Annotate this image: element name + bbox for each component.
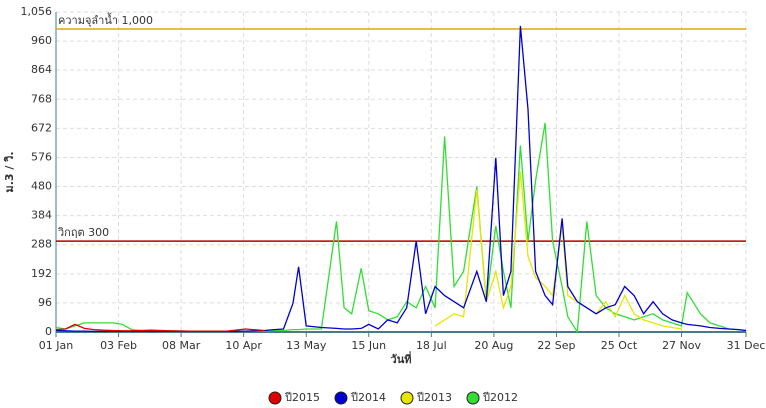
x-tick-label: 15 Jun — [351, 339, 386, 352]
reference-label: ความจุลำน้ำ 1,000 — [58, 12, 153, 27]
y-tick-label: 0 — [45, 325, 52, 338]
y-tick-label: 768 — [31, 92, 52, 105]
legend-label: ปี2014 — [350, 391, 386, 404]
y-tick-label: 384 — [31, 209, 52, 222]
x-tick-label: 25 Oct — [601, 339, 638, 352]
x-tick-label: 27 Nov — [662, 339, 701, 352]
legend-item[interactable]: ปี2015 — [268, 391, 320, 405]
x-tick-label: 01 Jan — [39, 339, 73, 352]
y-tick-label: 96 — [38, 296, 52, 309]
x-axis-label: วันที่ — [391, 351, 412, 366]
y-tick-label: 1,056 — [21, 5, 53, 18]
y-tick-label: 864 — [31, 63, 52, 76]
series-line — [55, 323, 265, 332]
reference-label: วิกฤต 300 — [57, 226, 109, 239]
x-tick-label: 31 Dec — [727, 339, 766, 352]
x-tick-label: 22 Sep — [537, 339, 575, 352]
legend-label: ปี2015 — [284, 391, 320, 404]
series-line — [55, 25, 747, 333]
x-tick-label: 03 Feb — [100, 339, 137, 352]
x-tick-label: 13 May — [286, 339, 327, 352]
legend-label: ปี2012 — [482, 391, 518, 404]
legend-item[interactable]: ปี2013 — [400, 391, 452, 405]
x-tick-label: 08 Mar — [162, 339, 201, 352]
x-tick-label: 20 Aug — [474, 339, 513, 352]
x-tick-label: 10 Apr — [225, 339, 262, 352]
y-tick-label: 480 — [31, 180, 52, 193]
legend-marker — [268, 391, 282, 405]
legend-item[interactable]: ปี2012 — [466, 391, 518, 405]
y-tick-label: 960 — [31, 34, 52, 47]
y-tick-label: 288 — [31, 238, 52, 251]
legend-item[interactable]: ปี2014 — [334, 391, 386, 405]
legend-marker — [334, 391, 348, 405]
y-axis-label: ม.3 / วิ. — [3, 151, 16, 192]
series-line — [55, 122, 747, 334]
y-tick-label: 192 — [31, 267, 52, 280]
legend-marker — [400, 391, 414, 405]
y-tick-label: 576 — [31, 150, 52, 163]
x-tick-label: 18 Jul — [416, 339, 447, 352]
legend-label: ปี2013 — [416, 391, 452, 404]
legend-marker — [466, 391, 480, 405]
y-tick-label: 672 — [31, 121, 52, 134]
